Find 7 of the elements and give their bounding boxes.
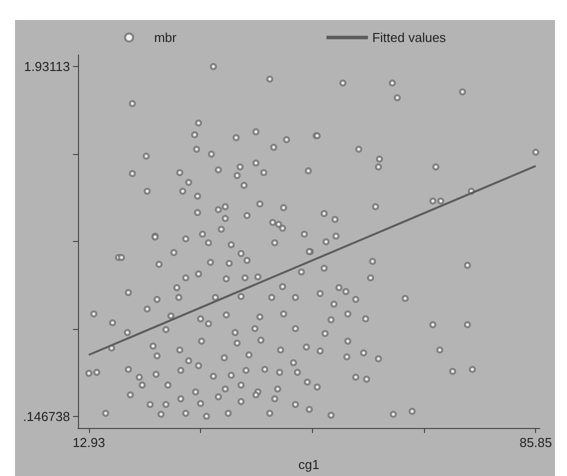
x-axis-title: cg1 <box>298 457 320 472</box>
legend-label: mbr <box>154 30 178 45</box>
legend-label: Fitted values <box>372 30 446 45</box>
y-tick-label: .146738 <box>23 408 70 424</box>
x-tick-label: 85.85 <box>519 435 552 450</box>
x-tick-label: 12.93 <box>72 435 106 450</box>
y-tick-label: 1.93113 <box>24 59 70 74</box>
